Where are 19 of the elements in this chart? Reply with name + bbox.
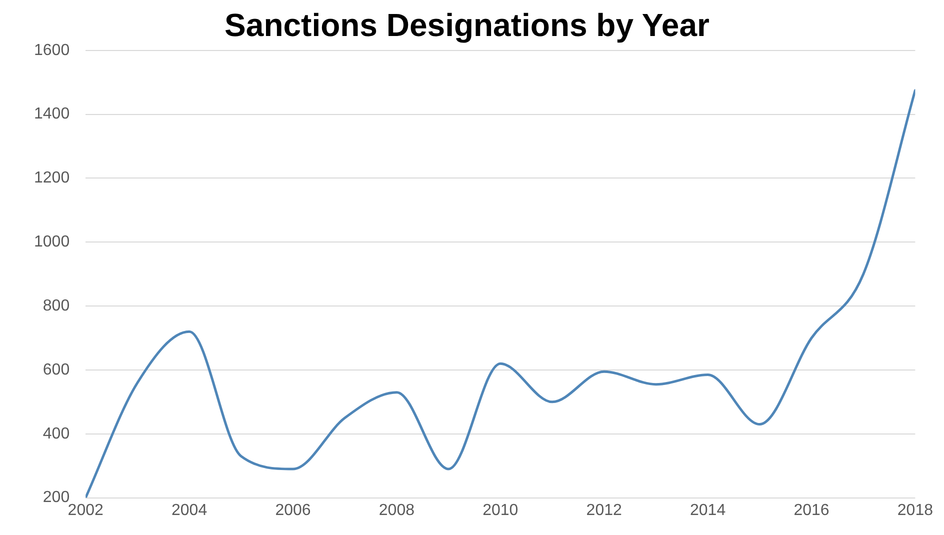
chart-title: Sanctions Designations by Year — [224, 7, 710, 44]
x-tick-label: 2010 — [482, 502, 518, 519]
y-tick-label: 1600 — [34, 42, 70, 59]
x-tick-label: 2016 — [794, 502, 830, 519]
x-tick-label: 2014 — [690, 502, 726, 519]
y-tick-label: 1000 — [34, 234, 70, 251]
x-tick-label: 2004 — [172, 502, 208, 519]
x-tick-label: 2008 — [378, 502, 415, 519]
y-tick-label: 1400 — [34, 106, 70, 123]
x-tick-label: 2012 — [586, 502, 622, 519]
y-tick-label: 600 — [42, 361, 70, 378]
x-tick-label: 2006 — [275, 502, 311, 519]
y-tick-label: 200 — [42, 489, 70, 506]
line-series — [86, 89, 916, 498]
y-tick-label: 1200 — [34, 170, 70, 187]
x-tick-label: 2018 — [897, 502, 934, 519]
y-tick-label: 800 — [42, 297, 70, 314]
x-tick-label: 2002 — [68, 502, 104, 519]
y-tick-label: 400 — [42, 425, 70, 442]
